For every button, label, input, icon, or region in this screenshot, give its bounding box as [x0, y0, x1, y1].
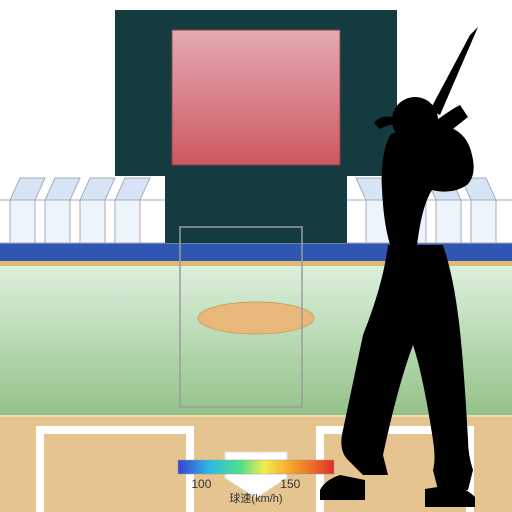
- stands-panel: [471, 200, 496, 243]
- scoreboard-screen: [172, 30, 340, 165]
- legend-axis-label: 球速(km/h): [229, 491, 282, 505]
- scoreboard-base: [165, 176, 347, 243]
- pitch-chart-stage: 100 150球速(km/h): [0, 0, 512, 512]
- legend-tick: 150: [280, 477, 300, 491]
- speed-legend-bar: [178, 460, 334, 474]
- stands-panel: [80, 200, 105, 243]
- stands-panel: [45, 200, 70, 243]
- legend-tick: 100: [191, 477, 211, 491]
- stands-panel: [436, 200, 461, 243]
- stands-panel: [10, 200, 35, 243]
- scene-svg: 100 150球速(km/h): [0, 0, 512, 512]
- pitchers-mound: [198, 302, 314, 334]
- stands-panel: [115, 200, 140, 243]
